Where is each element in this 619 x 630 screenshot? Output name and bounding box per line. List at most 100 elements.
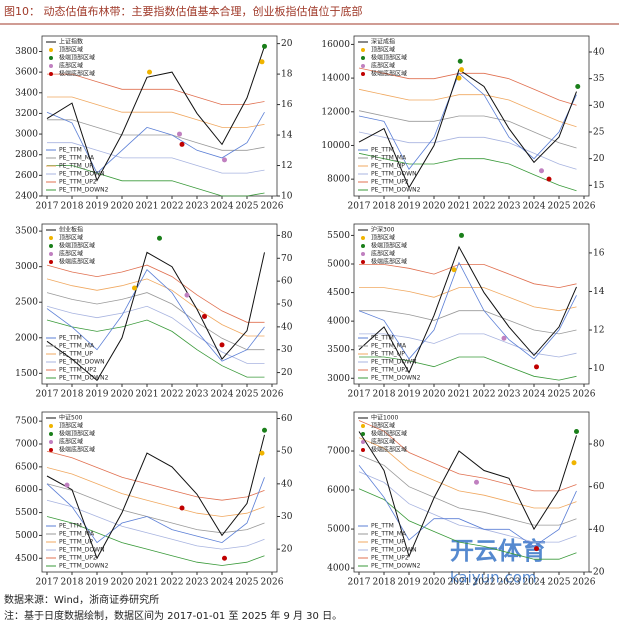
zone-marker <box>179 141 185 147</box>
y2-tick-label: 30 <box>281 512 293 522</box>
plot-frame <box>41 411 278 573</box>
x-tick-label: 2019 <box>398 390 421 400</box>
legend-label: PE_TTM_DOWN <box>371 171 417 178</box>
legend-label: 极端顶部区域 <box>59 430 95 438</box>
series-line <box>359 333 577 358</box>
legend-label: 沪深300 <box>371 226 395 234</box>
x-tick-label: 2026 <box>261 202 284 212</box>
legend-label: 底部区域 <box>59 62 83 70</box>
x-tick-label: 2022 <box>161 390 184 400</box>
y2-tick-label: 12 <box>281 161 292 171</box>
series-line <box>46 269 265 362</box>
legend-label: PE_TTM_UP2 <box>371 555 409 562</box>
series-line <box>359 287 577 312</box>
zone-marker <box>457 58 463 64</box>
legend-swatch <box>361 72 365 76</box>
legend-label: PE_TTM_UP <box>371 351 405 358</box>
y2-tick-label: 10 <box>281 192 293 202</box>
x-tick-label: 2018 <box>373 578 396 588</box>
legend-label: PE_TTM_DOWN <box>371 547 417 554</box>
legend-swatch <box>49 72 53 76</box>
y-tick-label: 2400 <box>15 192 38 202</box>
x-tick-label: 2021 <box>136 578 159 588</box>
legend-label: 极端顶部区域 <box>371 242 407 250</box>
y-tick-label: 12000 <box>321 107 350 117</box>
y-tick-label: 5000 <box>15 531 38 541</box>
legend-label: 极端顶部区域 <box>59 54 95 62</box>
legend-swatch <box>49 424 53 428</box>
x-tick-label: 2017 <box>348 202 371 212</box>
y2-tick-label: 50 <box>281 300 293 310</box>
x-tick-label: 2024 <box>211 202 234 212</box>
legend-swatch <box>361 252 365 256</box>
legend-label: PE_TTM_DOWN <box>59 547 105 554</box>
watermark-site: kaiyun.com <box>450 569 536 587</box>
series-line <box>358 261 577 360</box>
y-tick-label: 14000 <box>321 74 350 84</box>
y-tick-label: 2800 <box>15 150 38 160</box>
legend-label: 底部区域 <box>371 438 395 446</box>
x-tick-label: 2020 <box>423 578 446 588</box>
series-line <box>46 111 265 174</box>
y2-tick-label: 70 <box>281 254 293 264</box>
y2-tick-label: 40 <box>281 479 293 489</box>
x-tick-label: 2024 <box>523 390 546 400</box>
series-line <box>46 292 265 351</box>
y2-tick-label: 40 <box>281 322 293 332</box>
legend-label: PE_TTM_MA <box>59 343 95 350</box>
footnote: 注：基于日度数据绘制，数据区间为 2017-01-01 至 2025 年 9 月… <box>4 609 342 622</box>
series-line <box>46 483 265 534</box>
legend-label: PE_TTM_UP <box>59 163 93 170</box>
legend-label: 极端底部区域 <box>59 446 95 454</box>
x-tick-label: 2026 <box>261 390 284 400</box>
legend-label: 极端底部区域 <box>371 258 407 266</box>
series-line <box>358 488 577 560</box>
legend-swatch <box>361 260 365 264</box>
zone-marker <box>259 59 265 65</box>
legend-swatch <box>361 448 365 452</box>
legend-label: 创业板指 <box>59 226 83 234</box>
x-tick-label: 2024 <box>523 202 546 212</box>
plot-frame <box>353 223 590 385</box>
series-line <box>47 96 265 128</box>
watermark-brand: 开云体育 <box>450 537 546 565</box>
zone-marker <box>179 505 185 511</box>
legend-label: PE_TTM <box>371 335 394 342</box>
x-tick-label: 2021 <box>136 390 159 400</box>
y-tick-label: 3200 <box>15 109 38 119</box>
y2-tick-label: 30 <box>593 101 605 111</box>
legend-label: PE_TTM_UP2 <box>59 367 97 374</box>
legend-label: PE_TTM_DOWN2 <box>371 187 421 194</box>
legend-label: 极端底部区域 <box>59 70 95 78</box>
legend-label: PE_TTM_UP2 <box>371 367 409 374</box>
x-tick-label: 2025 <box>548 390 571 400</box>
series-line <box>358 471 577 543</box>
legend-swatch <box>361 424 365 428</box>
legend-label: PE_TTM_MA <box>59 531 95 538</box>
series-line <box>358 420 577 492</box>
x-tick-label: 2026 <box>573 578 596 588</box>
legend-label: PE_TTM_MA <box>59 155 95 162</box>
x-tick-label: 2023 <box>498 390 521 400</box>
y-tick-label: 4500 <box>15 554 38 564</box>
legend-swatch <box>49 432 53 436</box>
legend-label: 极端底部区域 <box>371 446 407 454</box>
y2-tick-label: 30 <box>281 345 293 355</box>
y2-tick-label: 10 <box>593 364 605 374</box>
x-tick-label: 2018 <box>373 390 396 400</box>
y2-tick-label: 60 <box>281 277 293 287</box>
series-line <box>46 278 265 337</box>
x-tick-label: 2018 <box>61 390 84 400</box>
legend-label: 中证500 <box>59 414 83 422</box>
zone-marker <box>262 427 267 433</box>
series-line <box>46 46 265 182</box>
legend-label: 顶部区域 <box>59 46 83 54</box>
x-tick-label: 2017 <box>36 202 59 212</box>
legend-label: 极端顶部区域 <box>59 242 95 250</box>
legend-label: PE_TTM_DOWN2 <box>371 375 421 382</box>
y2-tick-label: 60 <box>281 414 293 424</box>
y-tick-label: 4500 <box>327 288 350 298</box>
y2-tick-label: 20 <box>593 154 605 164</box>
legend-swatch <box>361 244 365 248</box>
legend-label: PE_TTM_DOWN2 <box>59 563 109 570</box>
